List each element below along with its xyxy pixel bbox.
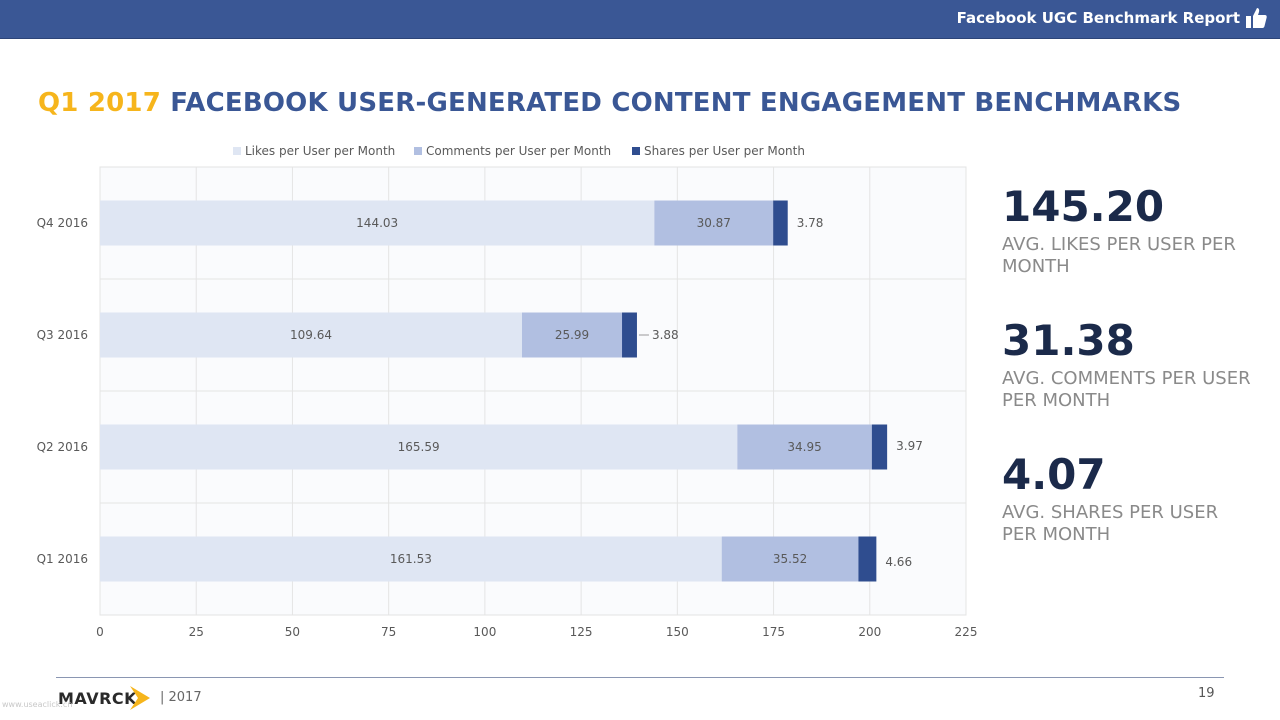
bar-segment-shares bbox=[622, 312, 637, 358]
title-text: FACEBOOK USER-GENERATED CONTENT ENGAGEME… bbox=[170, 88, 1182, 118]
data-label: 3.78 bbox=[797, 216, 824, 230]
bar-segment-shares bbox=[871, 424, 888, 470]
mavrck-logo: MAVRCK bbox=[58, 689, 138, 708]
legend-swatch-comments bbox=[414, 147, 422, 155]
watermark: www.useaclick.cn bbox=[2, 700, 73, 709]
logo-chevron-icon bbox=[130, 686, 150, 710]
page-number: 19 bbox=[1198, 686, 1215, 701]
chart-legend: Likes per User per Month Comments per Us… bbox=[0, 144, 1280, 160]
x-tick-label: 50 bbox=[285, 625, 300, 639]
stat-shares-value: 4.07 bbox=[1002, 450, 1106, 499]
bar-segment-shares bbox=[773, 200, 788, 246]
page-title: Q1 2017 FACEBOOK USER-GENERATED CONTENT … bbox=[38, 88, 1181, 118]
bar-segment-shares bbox=[858, 536, 877, 582]
legend-item-likes: Likes per User per Month bbox=[233, 144, 395, 158]
legend-swatch-shares bbox=[632, 147, 640, 155]
data-label: 35.52 bbox=[773, 552, 807, 566]
legend-item-shares: Shares per User per Month bbox=[632, 144, 805, 158]
bar-segment-likes bbox=[100, 424, 738, 470]
report-title: Facebook UGC Benchmark Report bbox=[956, 9, 1240, 27]
y-category-label: Q1 2016 bbox=[37, 552, 88, 566]
legend-label-likes: Likes per User per Month bbox=[245, 144, 396, 158]
y-category-label: Q4 2016 bbox=[37, 216, 88, 230]
data-label: 34.95 bbox=[787, 440, 821, 454]
data-label: 3.97 bbox=[896, 439, 923, 453]
bar-segment-likes bbox=[100, 536, 722, 582]
x-tick-label: 150 bbox=[666, 625, 689, 639]
bar-segment-comments bbox=[721, 536, 859, 582]
bar-segment-likes bbox=[100, 200, 655, 246]
x-tick-label: 25 bbox=[189, 625, 204, 639]
footer-year: | 2017 bbox=[160, 690, 202, 705]
top-bar: Facebook UGC Benchmark Report bbox=[0, 0, 1280, 39]
x-tick-label: 225 bbox=[955, 625, 978, 639]
stat-shares: 4.07 AVG. SHARES PER USER PER MONTH bbox=[1002, 452, 1252, 546]
bar-segment-comments bbox=[654, 200, 774, 246]
x-tick-label: 100 bbox=[473, 625, 496, 639]
data-label: 165.59 bbox=[398, 440, 440, 454]
legend-label-shares: Shares per User per Month bbox=[644, 144, 805, 158]
data-label: 25.99 bbox=[555, 328, 589, 342]
stat-shares-label: AVG. SHARES PER USER PER MONTH bbox=[1002, 502, 1219, 545]
stat-comments: 31.38 AVG. COMMENTS PER USER PER MONTH bbox=[1002, 318, 1252, 412]
data-label: 4.66 bbox=[885, 555, 912, 569]
stat-comments-label: AVG. COMMENTS PER USER PER MONTH bbox=[1002, 368, 1251, 411]
x-tick-label: 200 bbox=[858, 625, 881, 639]
thumbs-up-icon bbox=[1246, 8, 1267, 28]
bar-segment-comments bbox=[737, 424, 872, 470]
x-tick-label: 175 bbox=[762, 625, 785, 639]
legend-label-comments: Comments per User per Month bbox=[426, 144, 612, 158]
y-category-label: Q3 2016 bbox=[37, 328, 88, 342]
data-label: 161.53 bbox=[390, 552, 432, 566]
y-category-label: Q2 2016 bbox=[37, 440, 88, 454]
footer-divider bbox=[56, 677, 1224, 678]
data-label: 109.64 bbox=[290, 328, 332, 342]
stat-likes: 145.20 AVG. LIKES PER USER PER MONTH bbox=[1002, 184, 1252, 278]
x-tick-label: 125 bbox=[570, 625, 593, 639]
x-tick-label: 75 bbox=[381, 625, 396, 639]
bar-segment-comments bbox=[521, 312, 623, 358]
legend-item-comments: Comments per User per Month bbox=[414, 144, 611, 158]
title-year: Q1 2017 bbox=[38, 88, 162, 118]
stat-likes-value: 145.20 bbox=[1002, 182, 1165, 231]
data-label: 3.88 bbox=[652, 328, 679, 342]
data-label: 144.03 bbox=[356, 216, 398, 230]
data-label: 30.87 bbox=[697, 216, 731, 230]
stat-likes-label: AVG. LIKES PER USER PER MONTH bbox=[1002, 234, 1236, 277]
stat-comments-value: 31.38 bbox=[1002, 316, 1135, 365]
legend-swatch-likes bbox=[233, 147, 241, 155]
x-tick-label: 0 bbox=[96, 625, 104, 639]
bar-segment-likes bbox=[100, 312, 522, 358]
